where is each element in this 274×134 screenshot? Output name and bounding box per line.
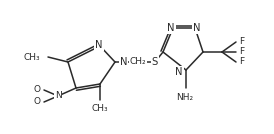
Text: O: O bbox=[33, 85, 40, 94]
Text: N: N bbox=[167, 23, 175, 33]
Text: N: N bbox=[193, 23, 201, 33]
Text: F: F bbox=[239, 57, 244, 66]
Text: N: N bbox=[120, 57, 127, 67]
Text: CH₃: CH₃ bbox=[92, 104, 108, 113]
Text: CH₂: CH₂ bbox=[130, 57, 146, 66]
Text: NH₂: NH₂ bbox=[176, 93, 193, 102]
Text: O: O bbox=[33, 98, 40, 107]
Text: N: N bbox=[95, 40, 103, 50]
Text: N: N bbox=[176, 67, 183, 77]
Text: N: N bbox=[55, 92, 61, 100]
Text: F: F bbox=[239, 38, 244, 46]
Text: F: F bbox=[239, 47, 244, 57]
Text: CH₃: CH₃ bbox=[23, 53, 40, 62]
Text: S: S bbox=[152, 57, 158, 67]
